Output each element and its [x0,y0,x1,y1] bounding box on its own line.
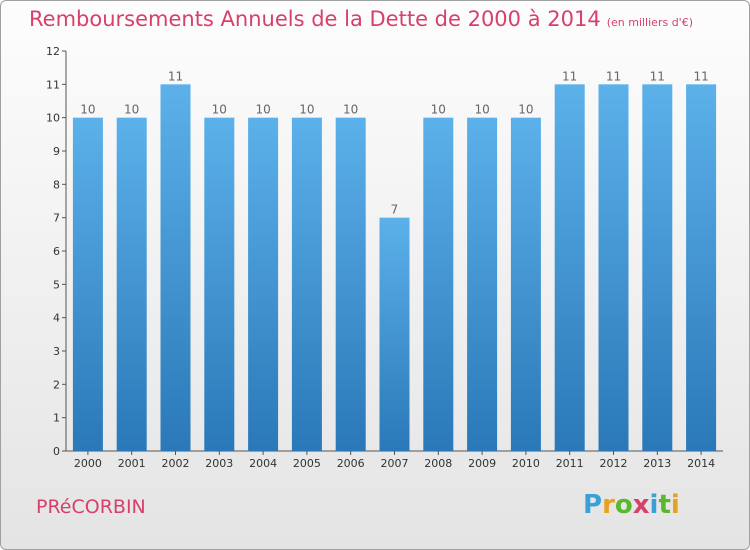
y-tick-label: 1 [53,412,60,425]
logo-letter: i [649,490,659,520]
bar [598,84,629,451]
y-tick-label: 5 [53,278,60,291]
value-label: 10 [431,103,446,117]
x-tick-label: 2001 [118,457,146,470]
value-label: 10 [255,103,270,117]
x-tick-label: 2009 [468,457,496,470]
x-tick-label: 2005 [293,457,321,470]
x-tick-label: 2013 [643,457,671,470]
logo-letter: P [583,490,603,520]
x-tick-label: 2011 [556,457,584,470]
logo-letter: i [670,490,680,520]
chart-title-text: Remboursements Annuels de la Dette de 20… [29,7,601,31]
x-tick-label: 2010 [512,457,540,470]
labels: 10 2000 10 2001 11 2002 10 2003 10 2004 10 2005 10 20… [74,69,715,470]
bar [204,117,235,452]
logo-letter: r [602,490,615,520]
bar [642,84,673,451]
y-tick-label: 8 [53,178,60,191]
y-tick-label: 12 [46,45,60,58]
value-label: 10 [299,103,314,117]
town-name: PRéCORBIN [36,496,146,518]
value-label: 11 [650,69,665,83]
bar [160,84,191,451]
value-label: 10 [343,103,358,117]
value-label: 10 [212,103,227,117]
value-label: 10 [124,103,139,117]
x-tick-label: 2014 [687,457,715,470]
chart-unit: (en milliers d'€) [606,16,693,29]
y-tick-label: 7 [53,212,60,225]
value-label: 11 [693,69,708,83]
value-label: 7 [391,203,399,217]
x-tick-label: 2012 [600,457,628,470]
value-label: 10 [80,103,95,117]
y-tick-label: 11 [46,78,60,91]
chart-title: Remboursements Annuels de la Dette de 20… [29,7,693,31]
value-label: 11 [606,69,621,83]
y-tick-label: 2 [53,378,60,391]
bar [379,217,410,451]
logo-letter: t [658,490,671,520]
x-tick-label: 2006 [337,457,365,470]
x-tick-label: 2004 [249,457,277,470]
bar [72,117,103,452]
y-tick-label: 4 [53,312,60,325]
y-tick-label: 6 [53,245,60,258]
bars [72,84,717,452]
bar [554,84,585,451]
value-label: 10 [518,103,533,117]
bar [335,117,366,452]
bar [423,117,454,452]
bar [291,117,322,452]
bar [686,84,717,451]
bar [510,117,541,452]
y-tick-label: 9 [53,145,60,158]
logo-letter: o [614,490,633,520]
x-tick-label: 2007 [381,457,409,470]
value-label: 11 [562,69,577,83]
value-label: 10 [474,103,489,117]
value-label: 11 [168,69,183,83]
bar [248,117,279,452]
x-tick-label: 2003 [205,457,233,470]
x-tick-label: 2000 [74,457,102,470]
logo-letter: x [632,490,650,520]
y-tick-label: 10 [46,112,60,125]
x-tick-label: 2008 [424,457,452,470]
bar [467,117,498,452]
y-tick-label: 3 [53,345,60,358]
bar [116,117,147,452]
x-tick-label: 2002 [162,457,190,470]
y-tick-label: 0 [53,445,60,458]
proxiti-logo: Proxiti [583,490,680,520]
